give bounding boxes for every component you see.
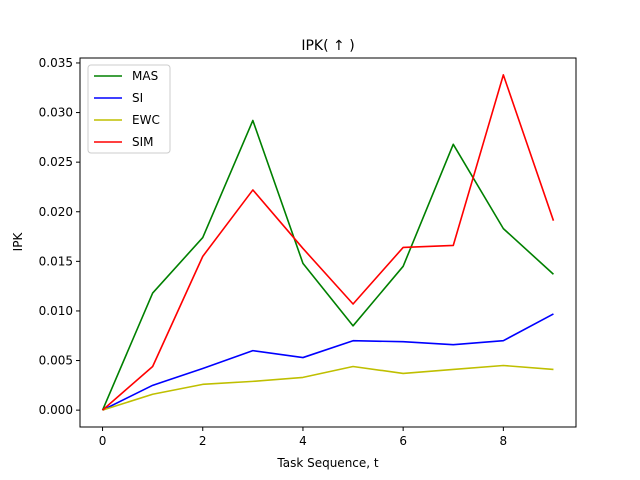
legend: MAS SI EWC SIM xyxy=(87,64,171,154)
x-tick-label: 2 xyxy=(199,434,207,448)
x-tick-label: 6 xyxy=(399,434,407,448)
legend-label-sim: SIM xyxy=(132,135,154,149)
x-tick-label: 8 xyxy=(500,434,508,448)
y-tick-label: 0.030 xyxy=(39,106,73,120)
series-line-ewc xyxy=(102,364,554,411)
y-axis-ticks: 0.000 0.005 0.010 0.015 0.020 0.025 0.030 0.035 xyxy=(39,56,80,417)
series-line-sim xyxy=(102,74,555,411)
legend-label-mas: MAS xyxy=(132,69,158,83)
plot-frame xyxy=(79,57,577,428)
series-line-si xyxy=(102,313,554,411)
y-tick-label: 0.035 xyxy=(39,56,73,70)
legend-label-si: SI xyxy=(132,91,143,105)
y-tick-label: 0.020 xyxy=(39,205,73,219)
legend-label-ewc: EWC xyxy=(132,113,160,127)
legend-box xyxy=(87,64,171,154)
x-axis-ticks: 0 2 4 6 8 xyxy=(99,427,507,448)
y-tick-label: 0.000 xyxy=(39,403,73,417)
y-tick-label: 0.025 xyxy=(39,155,73,169)
series-layer xyxy=(101,74,555,411)
y-tick-label: 0.005 xyxy=(39,354,73,368)
y-axis-label: IPK xyxy=(11,232,25,252)
y-tick-label: 0.010 xyxy=(39,304,73,318)
x-tick-label: 0 xyxy=(99,434,107,448)
x-axis-label: Task Sequence, t xyxy=(276,456,379,470)
chart-title: IPK( ↑ ) xyxy=(301,38,354,54)
series-line-mas xyxy=(101,119,554,411)
x-tick-label: 4 xyxy=(299,434,307,448)
y-tick-label: 0.015 xyxy=(39,254,73,268)
